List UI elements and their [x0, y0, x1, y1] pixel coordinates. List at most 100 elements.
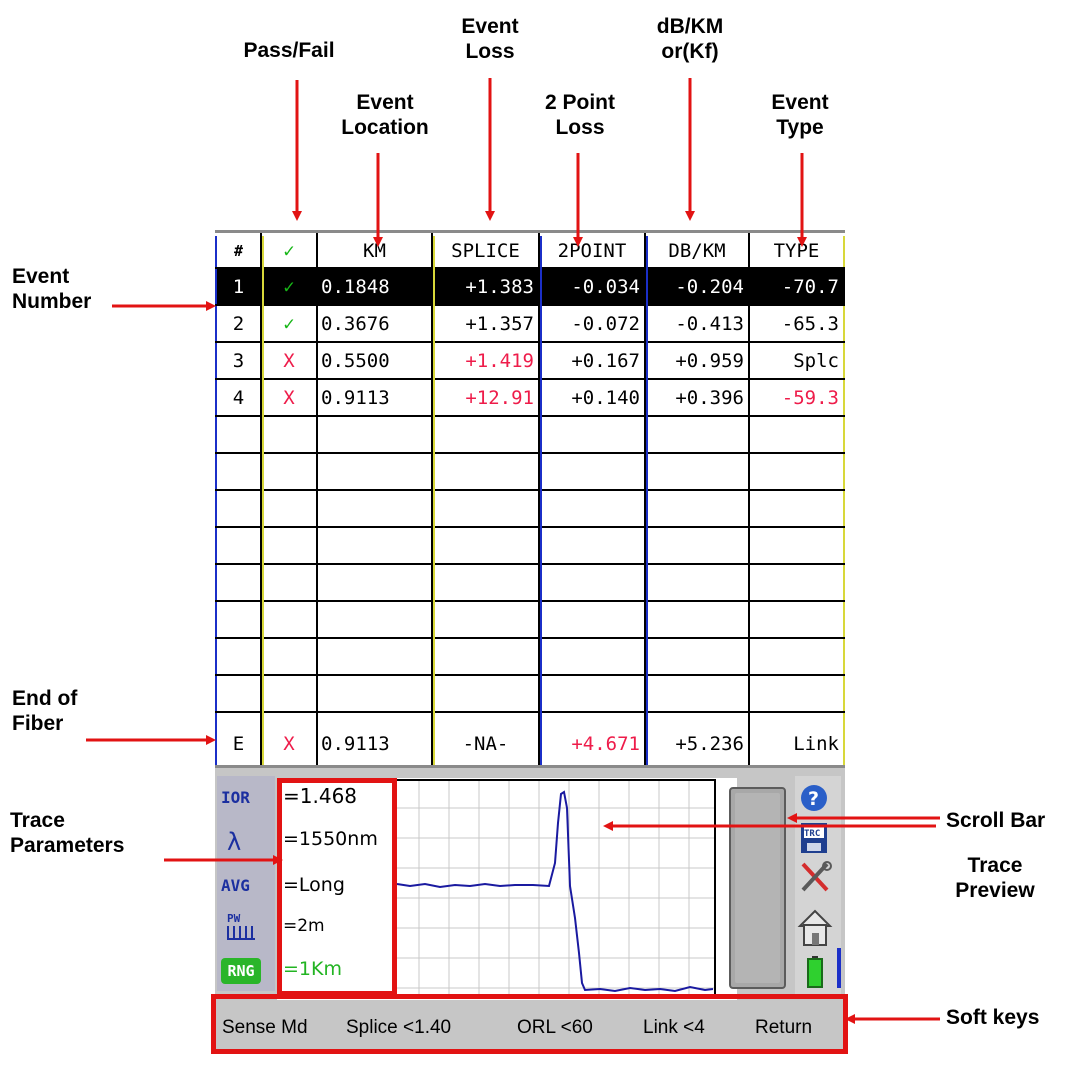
param-value-wavelength: =1550nm	[283, 828, 378, 850]
scroll-thumb[interactable]	[735, 793, 780, 983]
row-divider	[215, 526, 845, 528]
end-of-fiber-2point[interactable]: +4.671	[571, 733, 640, 755]
header-dbkm[interactable]: DB/KM	[668, 240, 726, 262]
col-divider	[538, 233, 540, 765]
trace-parameters-box	[277, 778, 397, 996]
callout-scroll-bar: Scroll Bar	[946, 809, 1046, 832]
event-1-splice[interactable]: +1.383	[465, 276, 534, 298]
table-right-edge	[843, 236, 845, 765]
param-value-avg: =Long	[283, 874, 345, 896]
col-divider	[644, 233, 646, 765]
trace-grid	[395, 780, 715, 998]
callout-soft-keys: Soft keys	[946, 1006, 1040, 1029]
event-3-dbkm[interactable]: +0.959	[675, 350, 744, 372]
home-icon[interactable]	[797, 909, 833, 946]
row-divider	[215, 600, 845, 602]
soft-keys-box	[211, 994, 848, 1054]
event-3-splice[interactable]: +1.419	[465, 350, 534, 372]
end-of-fiber-splice[interactable]: -NA-	[462, 733, 509, 755]
event-2-pass-fail[interactable]: ✓	[283, 313, 295, 335]
panel-edge-accent	[837, 948, 841, 988]
help-icon[interactable]: ?	[801, 785, 827, 811]
soft-key-link[interactable]: Link <4	[643, 1017, 705, 1038]
event-1-km[interactable]: 0.1848	[321, 276, 390, 298]
param-label-avg[interactable]: AVG	[221, 876, 250, 895]
soft-key-return[interactable]: Return	[755, 1017, 813, 1038]
event-4-splice[interactable]: +12.91	[465, 387, 534, 409]
row-divider	[215, 711, 845, 713]
event-3-km[interactable]: 0.5500	[321, 350, 390, 372]
soft-key-sense-md[interactable]: Sense Md	[222, 1017, 308, 1038]
event-2-km[interactable]: 0.3676	[321, 313, 390, 335]
event-4-type[interactable]: -59.3	[781, 387, 839, 409]
row-divider	[215, 304, 845, 306]
param-label-pw[interactable]: PW	[227, 912, 241, 925]
end-of-fiber-number[interactable]: E	[232, 733, 245, 755]
battery-icon	[807, 956, 823, 988]
callout-two-point-loss: 2 Point Loss	[544, 91, 615, 139]
col-accent	[433, 236, 435, 765]
row-divider	[215, 378, 845, 380]
trace-panel-graphics: ? TRC	[217, 776, 841, 1000]
col-accent	[262, 236, 264, 765]
event-3-2point[interactable]: +0.167	[571, 350, 640, 372]
row-divider	[215, 489, 845, 491]
soft-key-splice[interactable]: Splice <1.40	[346, 1017, 452, 1038]
table-left-edge	[215, 236, 217, 765]
save-trc-icon[interactable]: TRC	[801, 823, 827, 853]
event-1-dbkm[interactable]: -0.204	[675, 276, 744, 298]
param-label-wavelength[interactable]: λ	[227, 828, 242, 856]
event-3-number[interactable]: 3	[232, 350, 245, 372]
event-1-type[interactable]: -70.7	[781, 276, 839, 298]
callout-trace-parameters: Trace Parameters	[10, 809, 125, 857]
event-2-splice[interactable]: +1.357	[465, 313, 534, 335]
row-divider	[215, 415, 845, 417]
event-2-number[interactable]: 2	[232, 313, 245, 335]
header-splice[interactable]: SPLICE	[451, 240, 520, 262]
callout-dbkm: dB/KM or(Kf)	[656, 15, 724, 63]
event-2-type[interactable]: -65.3	[781, 313, 839, 335]
event-2-dbkm[interactable]: -0.413	[675, 313, 744, 335]
param-value-rng: =1Km	[283, 958, 342, 980]
svg-text:?: ?	[808, 788, 819, 810]
row-divider	[215, 563, 845, 565]
event-4-2point[interactable]: +0.140	[571, 387, 640, 409]
event-3-type[interactable]: Splc	[793, 350, 839, 372]
col-accent	[646, 236, 648, 765]
header-type[interactable]: TYPE	[773, 240, 820, 262]
col-divider	[748, 233, 750, 765]
event-2-2point[interactable]: -0.072	[571, 313, 640, 335]
event-4-number[interactable]: 4	[232, 387, 245, 409]
callout-event-number: Event Number	[12, 265, 92, 313]
callout-event-type: Event Type	[771, 91, 829, 139]
callout-end-of-fiber: End of Fiber	[12, 687, 78, 735]
event-3-pass-fail[interactable]: X	[283, 350, 295, 372]
event-4-dbkm[interactable]: +0.396	[675, 387, 744, 409]
callout-trace-preview: Trace Preview	[955, 854, 1035, 902]
param-label-rng[interactable]: RNG	[221, 958, 261, 984]
callout-event-location: Event Location	[341, 91, 429, 139]
row-divider	[215, 674, 845, 676]
row-divider	[215, 267, 845, 269]
soft-key-orl[interactable]: ORL <60	[517, 1017, 593, 1038]
svg-text:TRC: TRC	[804, 829, 820, 839]
event-4-pass-fail[interactable]: X	[283, 387, 295, 409]
param-label-ior[interactable]: IOR	[221, 788, 250, 807]
tools-icon[interactable]	[801, 861, 832, 892]
event-1-pass-fail[interactable]: ✓	[283, 276, 295, 298]
end-of-fiber-km[interactable]: 0.9113	[321, 733, 390, 755]
header-pass-fail[interactable]: ✓	[283, 240, 295, 262]
row-divider	[215, 341, 845, 343]
end-of-fiber-type[interactable]: Link	[793, 733, 839, 755]
event-1-number[interactable]: 1	[232, 276, 245, 298]
row-divider	[215, 637, 845, 639]
header-number[interactable]: #	[233, 242, 244, 260]
end-of-fiber-pass-fail[interactable]: X	[283, 733, 295, 755]
event-4-km[interactable]: 0.9113	[321, 387, 390, 409]
event-1-2point[interactable]: -0.034	[571, 276, 640, 298]
param-value-ior: =1.468	[283, 784, 358, 808]
callout-pass-fail: Pass/Fail	[243, 39, 335, 62]
end-of-fiber-dbkm[interactable]: +5.236	[675, 733, 744, 755]
param-label-column	[217, 776, 275, 991]
